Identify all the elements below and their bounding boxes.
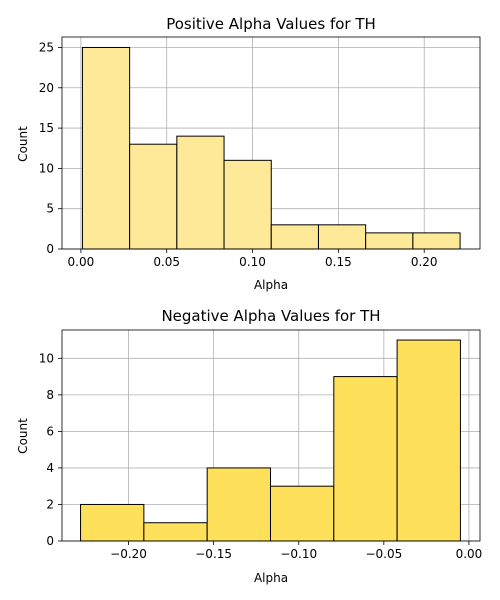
positive-alpha-histogram: Positive Alpha Values for TH 0.00 0.05 0.1… [16, 15, 481, 292]
y-tick-label: 5 [46, 202, 54, 216]
y-tick-label: 25 [39, 40, 54, 54]
x-ticks: 0.00 0.05 0.10 0.15 0.20 [68, 249, 438, 269]
y-tick-label: 6 [46, 424, 54, 438]
y-tick-label: 15 [39, 121, 54, 135]
x-tick-label: 0.10 [239, 255, 266, 269]
y-tick-label: 4 [46, 461, 54, 475]
y-axis-label: Count [16, 418, 30, 454]
x-tick-label: −0.15 [195, 547, 232, 561]
histogram-bar [270, 224, 319, 250]
x-ticks: −0.20 −0.15 −0.10 −0.05 0.00 [110, 541, 482, 561]
x-tick-label: 0.00 [456, 547, 483, 561]
x-tick-label: −0.10 [280, 547, 317, 561]
axes-frame [61, 36, 481, 250]
x-axis-label: Alpha [254, 571, 288, 585]
y-tick-label: 0 [46, 534, 54, 548]
y-tick-label: 2 [46, 497, 54, 511]
histogram-bar [412, 232, 461, 250]
y-tick-label: 20 [39, 81, 54, 95]
y-tick-label: 0 [46, 242, 54, 256]
y-tick-label: 8 [46, 388, 54, 402]
axes-frame [61, 329, 481, 542]
histogram-bar [396, 339, 461, 542]
x-tick-label: 0.20 [411, 255, 438, 269]
x-tick-label: 0.05 [153, 255, 180, 269]
histogram-bar [269, 485, 335, 542]
histogram-bar [317, 224, 367, 250]
x-axis-label: Alpha [254, 278, 288, 292]
x-tick-label: 0.15 [325, 255, 352, 269]
chart-title: Negative Alpha Values for TH [161, 307, 380, 325]
histogram-bar [223, 159, 272, 250]
histogram-bar [333, 376, 398, 542]
y-tick-label: 10 [39, 161, 54, 175]
y-ticks: 0 2 4 6 8 10 [39, 351, 62, 548]
x-tick-label: −0.05 [365, 547, 402, 561]
histogram-bar [206, 467, 271, 542]
histogram-bar [80, 503, 145, 542]
histogram-bar [365, 232, 414, 250]
negative-alpha-histogram: Negative Alpha Values for TH −0.20 −0.15−… [16, 307, 482, 585]
x-tick-label: −0.20 [110, 547, 147, 561]
y-ticks: 0 5 10 15 20 25 [39, 40, 62, 256]
bars [80, 339, 461, 542]
x-tick-label: 0.00 [68, 255, 95, 269]
histogram-bar [176, 135, 225, 250]
bars [81, 46, 461, 250]
histogram-bar [143, 522, 208, 542]
y-axis-label: Count [16, 126, 30, 162]
histogram-bar [129, 143, 178, 250]
y-tick-label: 10 [39, 351, 54, 365]
chart-title: Positive Alpha Values for TH [166, 15, 376, 33]
histogram-bar [81, 46, 131, 250]
